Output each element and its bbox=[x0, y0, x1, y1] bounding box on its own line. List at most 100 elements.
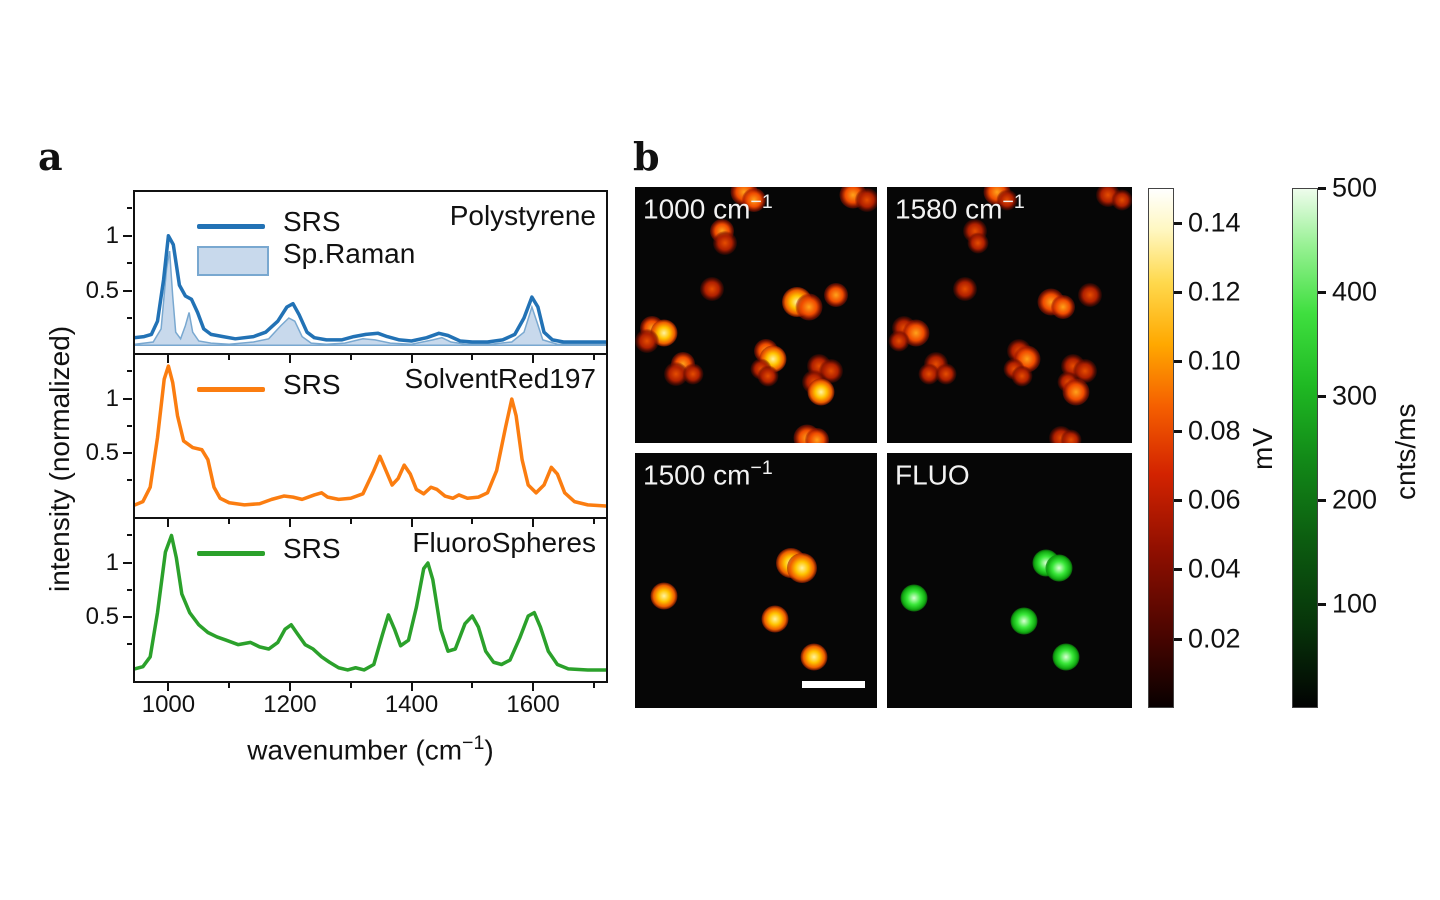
x-tick-label: 1400 bbox=[384, 691, 439, 718]
x-tick bbox=[288, 519, 291, 527]
srs-line-swatch bbox=[197, 387, 265, 392]
image-title-sup: −1 bbox=[1002, 191, 1025, 213]
colorbar-cnts: 500 400 300 200 100 bbox=[1292, 173, 1377, 708]
particle-blob bbox=[757, 365, 779, 387]
x-minor-tick bbox=[471, 519, 474, 524]
x-minor-tick bbox=[228, 519, 231, 524]
colorbar-tick bbox=[1174, 360, 1182, 364]
x-tick bbox=[532, 683, 535, 691]
particle-blob bbox=[741, 187, 766, 212]
x-minor-tick bbox=[471, 355, 474, 360]
colorbar-tick-label: 0.06 bbox=[1188, 484, 1241, 515]
particle-blob bbox=[650, 582, 678, 610]
colorbar-tick-label: 0.02 bbox=[1188, 623, 1241, 654]
x-tick-label: 1200 bbox=[263, 691, 317, 718]
y-minor-tick bbox=[127, 643, 132, 646]
y-minor-tick bbox=[127, 370, 132, 373]
srs-image-1000cm: 1000 cm−1 bbox=[635, 187, 877, 443]
particle-blob bbox=[761, 605, 789, 633]
particle-blob bbox=[786, 552, 817, 583]
particle-blob bbox=[888, 330, 910, 352]
colorbar-tick-label: 200 bbox=[1332, 484, 1378, 515]
subplot-fluorospheres: SRS FluoroSpheres bbox=[133, 519, 608, 683]
x-minor-tick bbox=[592, 683, 595, 688]
y-tick bbox=[123, 451, 132, 454]
panel-a-label: a bbox=[38, 134, 63, 179]
colorbar-tick-label: 300 bbox=[1332, 380, 1378, 411]
particle-blob bbox=[1062, 378, 1090, 406]
blob-layer bbox=[887, 187, 1132, 443]
y-tick-label: 0.5 bbox=[85, 276, 119, 304]
y-tick bbox=[123, 234, 132, 237]
sample-name-fluorospheres: FluoroSpheres bbox=[412, 527, 596, 558]
y-minor-tick bbox=[127, 588, 132, 591]
colorbar-tick bbox=[1174, 637, 1182, 641]
colorbar-tick bbox=[1174, 221, 1182, 225]
legend-label-srs: SRS bbox=[283, 369, 341, 400]
x-minor-tick bbox=[592, 355, 595, 360]
image-title-1000cm: 1000 cm−1 bbox=[643, 191, 773, 225]
x-minor-tick bbox=[349, 519, 352, 524]
legend-label-spraman: Sp.Raman bbox=[283, 238, 416, 269]
colorbar-cnts-unit: cnts/ms bbox=[1390, 403, 1421, 500]
colorbar-tick bbox=[1174, 499, 1182, 502]
x-tick bbox=[167, 683, 170, 691]
series-srs bbox=[135, 364, 606, 508]
srs-image-1500cm: 1500 cm−1 bbox=[635, 453, 877, 708]
image-title-sup: −1 bbox=[750, 457, 773, 479]
green-colorbar-gradient bbox=[1292, 188, 1318, 708]
y-axis-title: intensity (normalized) bbox=[44, 325, 75, 592]
particle-blob bbox=[795, 293, 823, 321]
image-title-1580cm: 1580 cm−1 bbox=[895, 191, 1025, 225]
image-title-1500cm: 1500 cm−1 bbox=[643, 457, 773, 491]
x-minor-tick bbox=[349, 355, 352, 360]
sample-name-solventred197: SolventRed197 bbox=[404, 363, 596, 394]
particle-blob bbox=[1051, 295, 1076, 320]
image-title-sup: −1 bbox=[750, 191, 773, 213]
x-axis-title-close: ) bbox=[484, 734, 494, 766]
subplot-solventred197: SRS SolventRed197 bbox=[133, 355, 608, 519]
polystyrene-spectrum-plot bbox=[135, 234, 606, 347]
y-tick-label: 1 bbox=[105, 221, 119, 249]
legend-label-srs: SRS bbox=[283, 206, 341, 237]
blob-layer bbox=[635, 187, 877, 443]
x-tick bbox=[410, 519, 413, 527]
blob-layer bbox=[887, 453, 1132, 708]
y-minor-tick bbox=[127, 424, 132, 427]
y-tick-label: 0.5 bbox=[85, 602, 119, 630]
y-minor-tick bbox=[127, 316, 132, 319]
particle-blob bbox=[823, 282, 848, 307]
x-tick-label: 1600 bbox=[506, 691, 560, 718]
colorbar-tick-label: 500 bbox=[1332, 172, 1378, 203]
spectra-axes: SRS Sp.Raman Polystyrene SRS SolventRed1… bbox=[86, 190, 608, 718]
particle-blob bbox=[1010, 607, 1038, 635]
colorbar-tick bbox=[1318, 291, 1326, 294]
y-minor-tick bbox=[127, 262, 132, 265]
particle-blob bbox=[855, 187, 877, 212]
particle-blob bbox=[1078, 282, 1103, 307]
particle-blob bbox=[712, 231, 737, 256]
series-srs bbox=[135, 234, 606, 344]
y-tick bbox=[123, 289, 132, 292]
particle-blob bbox=[1011, 365, 1033, 387]
blob-layer bbox=[635, 453, 877, 708]
colorbar-tick-label: 100 bbox=[1332, 588, 1378, 619]
y-tick bbox=[123, 561, 132, 564]
colorbar-tick bbox=[1174, 429, 1182, 433]
colorbar-tick bbox=[1318, 395, 1326, 398]
x-tick bbox=[410, 683, 413, 691]
image-title-text: 1000 cm bbox=[643, 193, 751, 225]
legend-label-srs: SRS bbox=[283, 533, 341, 564]
colorbar-tick bbox=[1174, 291, 1182, 294]
colorbar-tick-label: 0.10 bbox=[1188, 345, 1241, 376]
x-axis-title-sup: −1 bbox=[462, 732, 485, 754]
y-tick bbox=[123, 397, 132, 400]
colorbar-tick bbox=[1318, 187, 1326, 190]
x-axis-title-text: wavenumber (cm bbox=[247, 734, 463, 766]
image-title-text: 1500 cm bbox=[643, 459, 751, 491]
fluorospheres-spectrum-plot bbox=[135, 533, 606, 672]
x-tick bbox=[288, 355, 291, 363]
particle-blob bbox=[1045, 554, 1072, 582]
srs-image-1580cm: 1580 cm−1 bbox=[887, 187, 1132, 443]
sample-name-polystyrene: Polystyrene bbox=[449, 200, 596, 231]
